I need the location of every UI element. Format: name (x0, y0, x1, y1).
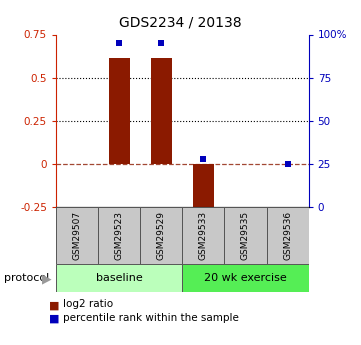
Text: GSM29529: GSM29529 (157, 211, 166, 260)
Text: protocol: protocol (4, 274, 49, 283)
Text: GDS2234 / 20138: GDS2234 / 20138 (119, 16, 242, 30)
Text: 20 wk exercise: 20 wk exercise (204, 273, 287, 283)
Text: ■: ■ (49, 300, 59, 310)
Text: percentile rank within the sample: percentile rank within the sample (63, 313, 239, 323)
Bar (151, 58, 172, 164)
Text: baseline: baseline (96, 273, 143, 283)
Text: GSM29536: GSM29536 (283, 211, 292, 260)
Bar (193, 164, 214, 216)
Text: GSM29533: GSM29533 (199, 211, 208, 260)
Bar (56, 207, 98, 264)
Text: log2 ratio: log2 ratio (63, 299, 113, 309)
Bar (225, 207, 266, 264)
Bar (140, 207, 182, 264)
Text: ■: ■ (49, 314, 59, 324)
Text: GSM29535: GSM29535 (241, 211, 250, 260)
Bar (98, 207, 140, 264)
Text: GSM29523: GSM29523 (115, 211, 123, 260)
Bar (182, 207, 225, 264)
Bar (56, 264, 182, 292)
Bar (182, 264, 309, 292)
Bar (109, 58, 130, 164)
Text: ▶: ▶ (42, 272, 51, 285)
Text: GSM29507: GSM29507 (73, 211, 82, 260)
Bar (266, 207, 309, 264)
